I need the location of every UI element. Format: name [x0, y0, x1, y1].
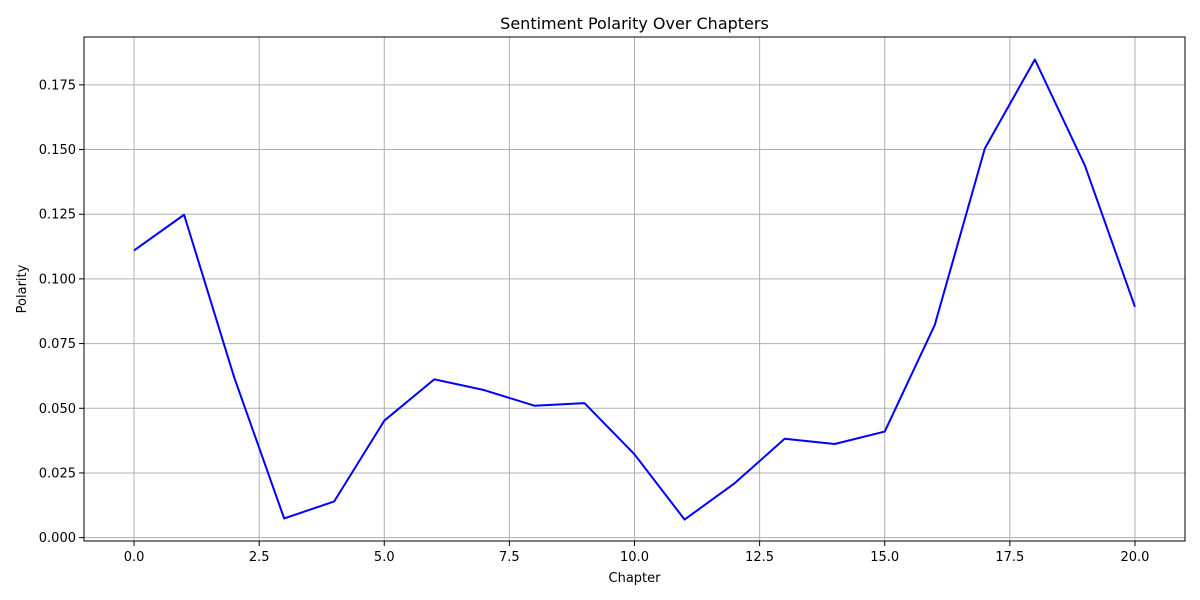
- y-tick-label: 0.150: [39, 143, 76, 158]
- x-tick-label: 5.0: [374, 550, 395, 565]
- series-line: [133, 58, 1136, 521]
- x-tick-label: 7.5: [499, 550, 520, 565]
- x-tick-label: 10.0: [620, 550, 649, 565]
- series-group: [133, 58, 1136, 521]
- x-tick-label: 20.0: [1120, 550, 1149, 565]
- chart-title: Sentiment Polarity Over Chapters: [500, 14, 769, 33]
- y-tick-label: 0.000: [39, 531, 76, 546]
- x-tick-label: 17.5: [995, 550, 1024, 565]
- y-tick-label: 0.125: [39, 208, 76, 223]
- x-axis: 0.0 2.5 5.0 7.5 10.0 12.5 15.0 17.5 20.0: [124, 541, 1149, 565]
- x-axis-label: Chapter: [609, 571, 662, 586]
- x-tick-label: 12.5: [745, 550, 774, 565]
- x-tick-label: 15.0: [870, 550, 899, 565]
- y-tick-label: 0.025: [39, 466, 76, 481]
- x-tick-label: 2.5: [249, 550, 270, 565]
- y-tick-label: 0.050: [39, 402, 76, 417]
- y-axis-label: Polarity: [15, 264, 30, 313]
- x-tick-label: 0.0: [124, 550, 145, 565]
- y-tick-label: 0.075: [39, 337, 76, 352]
- y-axis: 0.000 0.025 0.050 0.075 0.100 0.125 0.150 0.175: [39, 78, 84, 546]
- y-tick-label: 0.100: [39, 272, 76, 287]
- y-tick-label: 0.175: [39, 78, 76, 93]
